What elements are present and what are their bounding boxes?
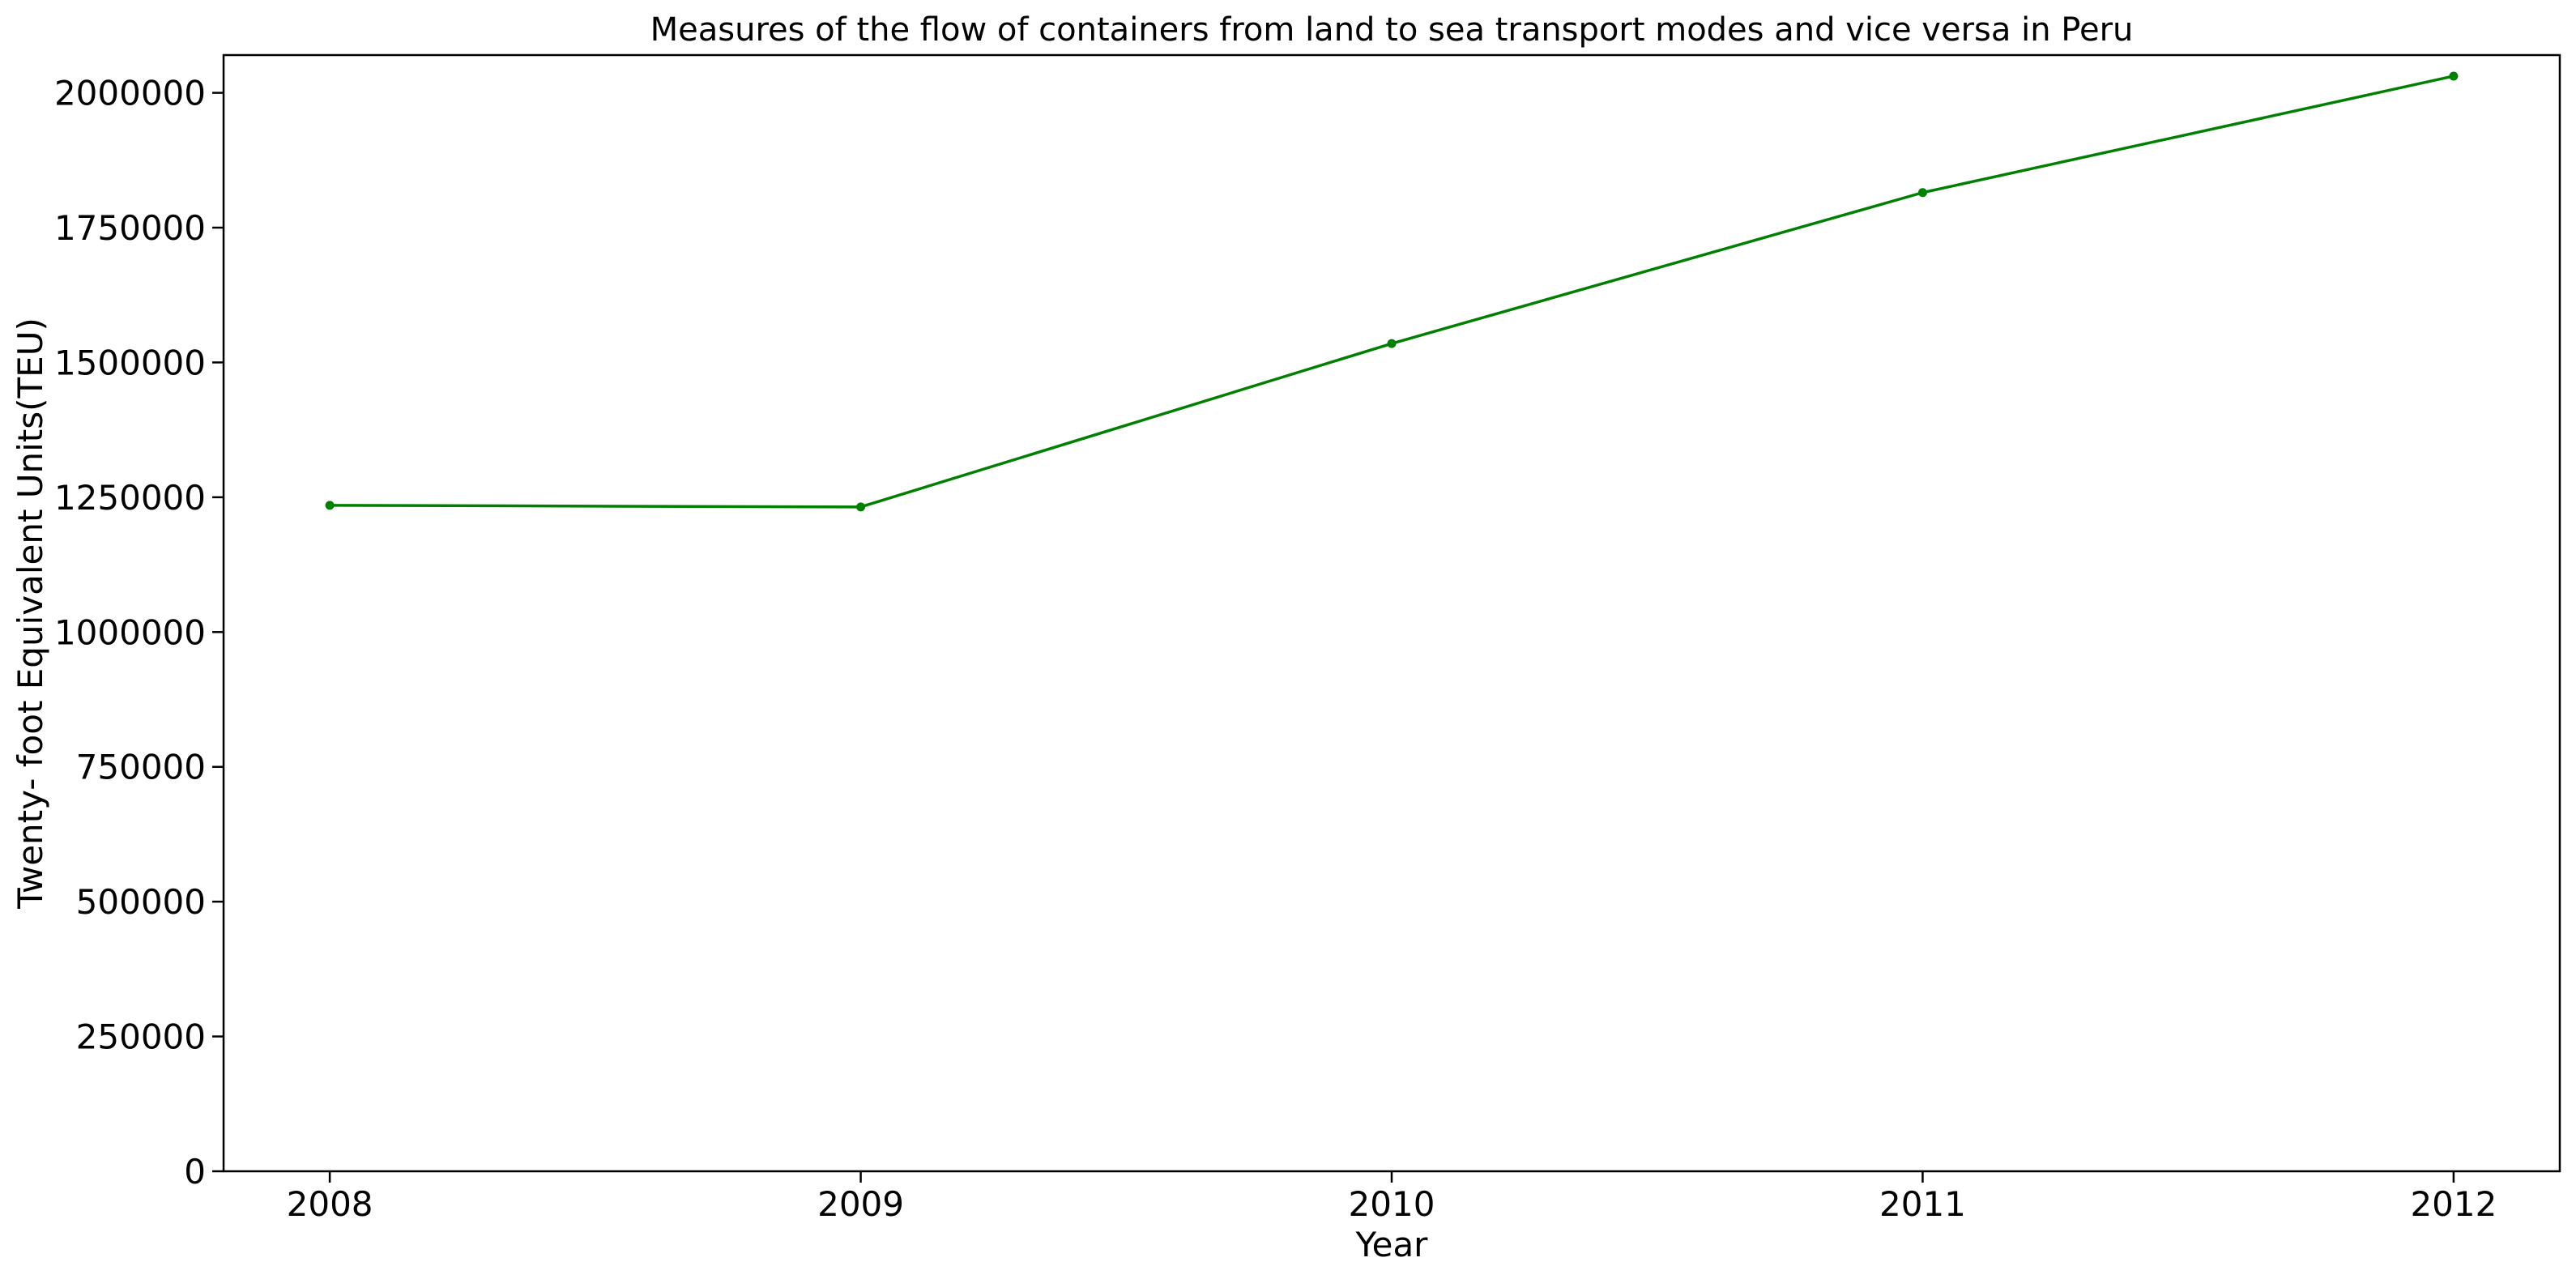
data-point [1917, 188, 1927, 198]
y-tick-label: 250000 [76, 1017, 206, 1057]
x-tick-label: 2008 [287, 1184, 373, 1224]
y-tick-label: 1500000 [54, 343, 206, 382]
plot-series [325, 71, 2459, 512]
y-tick-label: 1750000 [54, 208, 206, 248]
plot-frame [222, 53, 2561, 1173]
data-point [2449, 71, 2459, 81]
data-point [856, 502, 866, 512]
data-point [1387, 339, 1397, 348]
data-point [325, 501, 335, 510]
y-tick-label: 1000000 [54, 612, 206, 652]
y-axis-ticks: 0 250000 500000 750000 1000000 1250000 1500000… [54, 74, 224, 1192]
x-tick-label: 2010 [1349, 1184, 1435, 1224]
x-tick-label: 2011 [1879, 1184, 1966, 1224]
chart-title: Measures of the flow of containers from … [650, 11, 2134, 49]
y-tick-label: 1250000 [54, 478, 206, 518]
y-tick-label: 500000 [76, 882, 206, 922]
y-tick-label: 2000000 [54, 74, 206, 113]
y-tick-label: 0 [184, 1152, 206, 1192]
y-tick-label: 750000 [76, 748, 206, 787]
x-axis-ticks: 2008 2009 2010 2011 2012 [287, 1171, 2497, 1224]
x-tick-label: 2012 [2410, 1184, 2497, 1224]
y-axis-label: Twenty- foot Equivalent Units(TEU) [11, 318, 50, 910]
x-axis-label: Year [1355, 1225, 1429, 1264]
x-tick-label: 2009 [817, 1184, 904, 1224]
